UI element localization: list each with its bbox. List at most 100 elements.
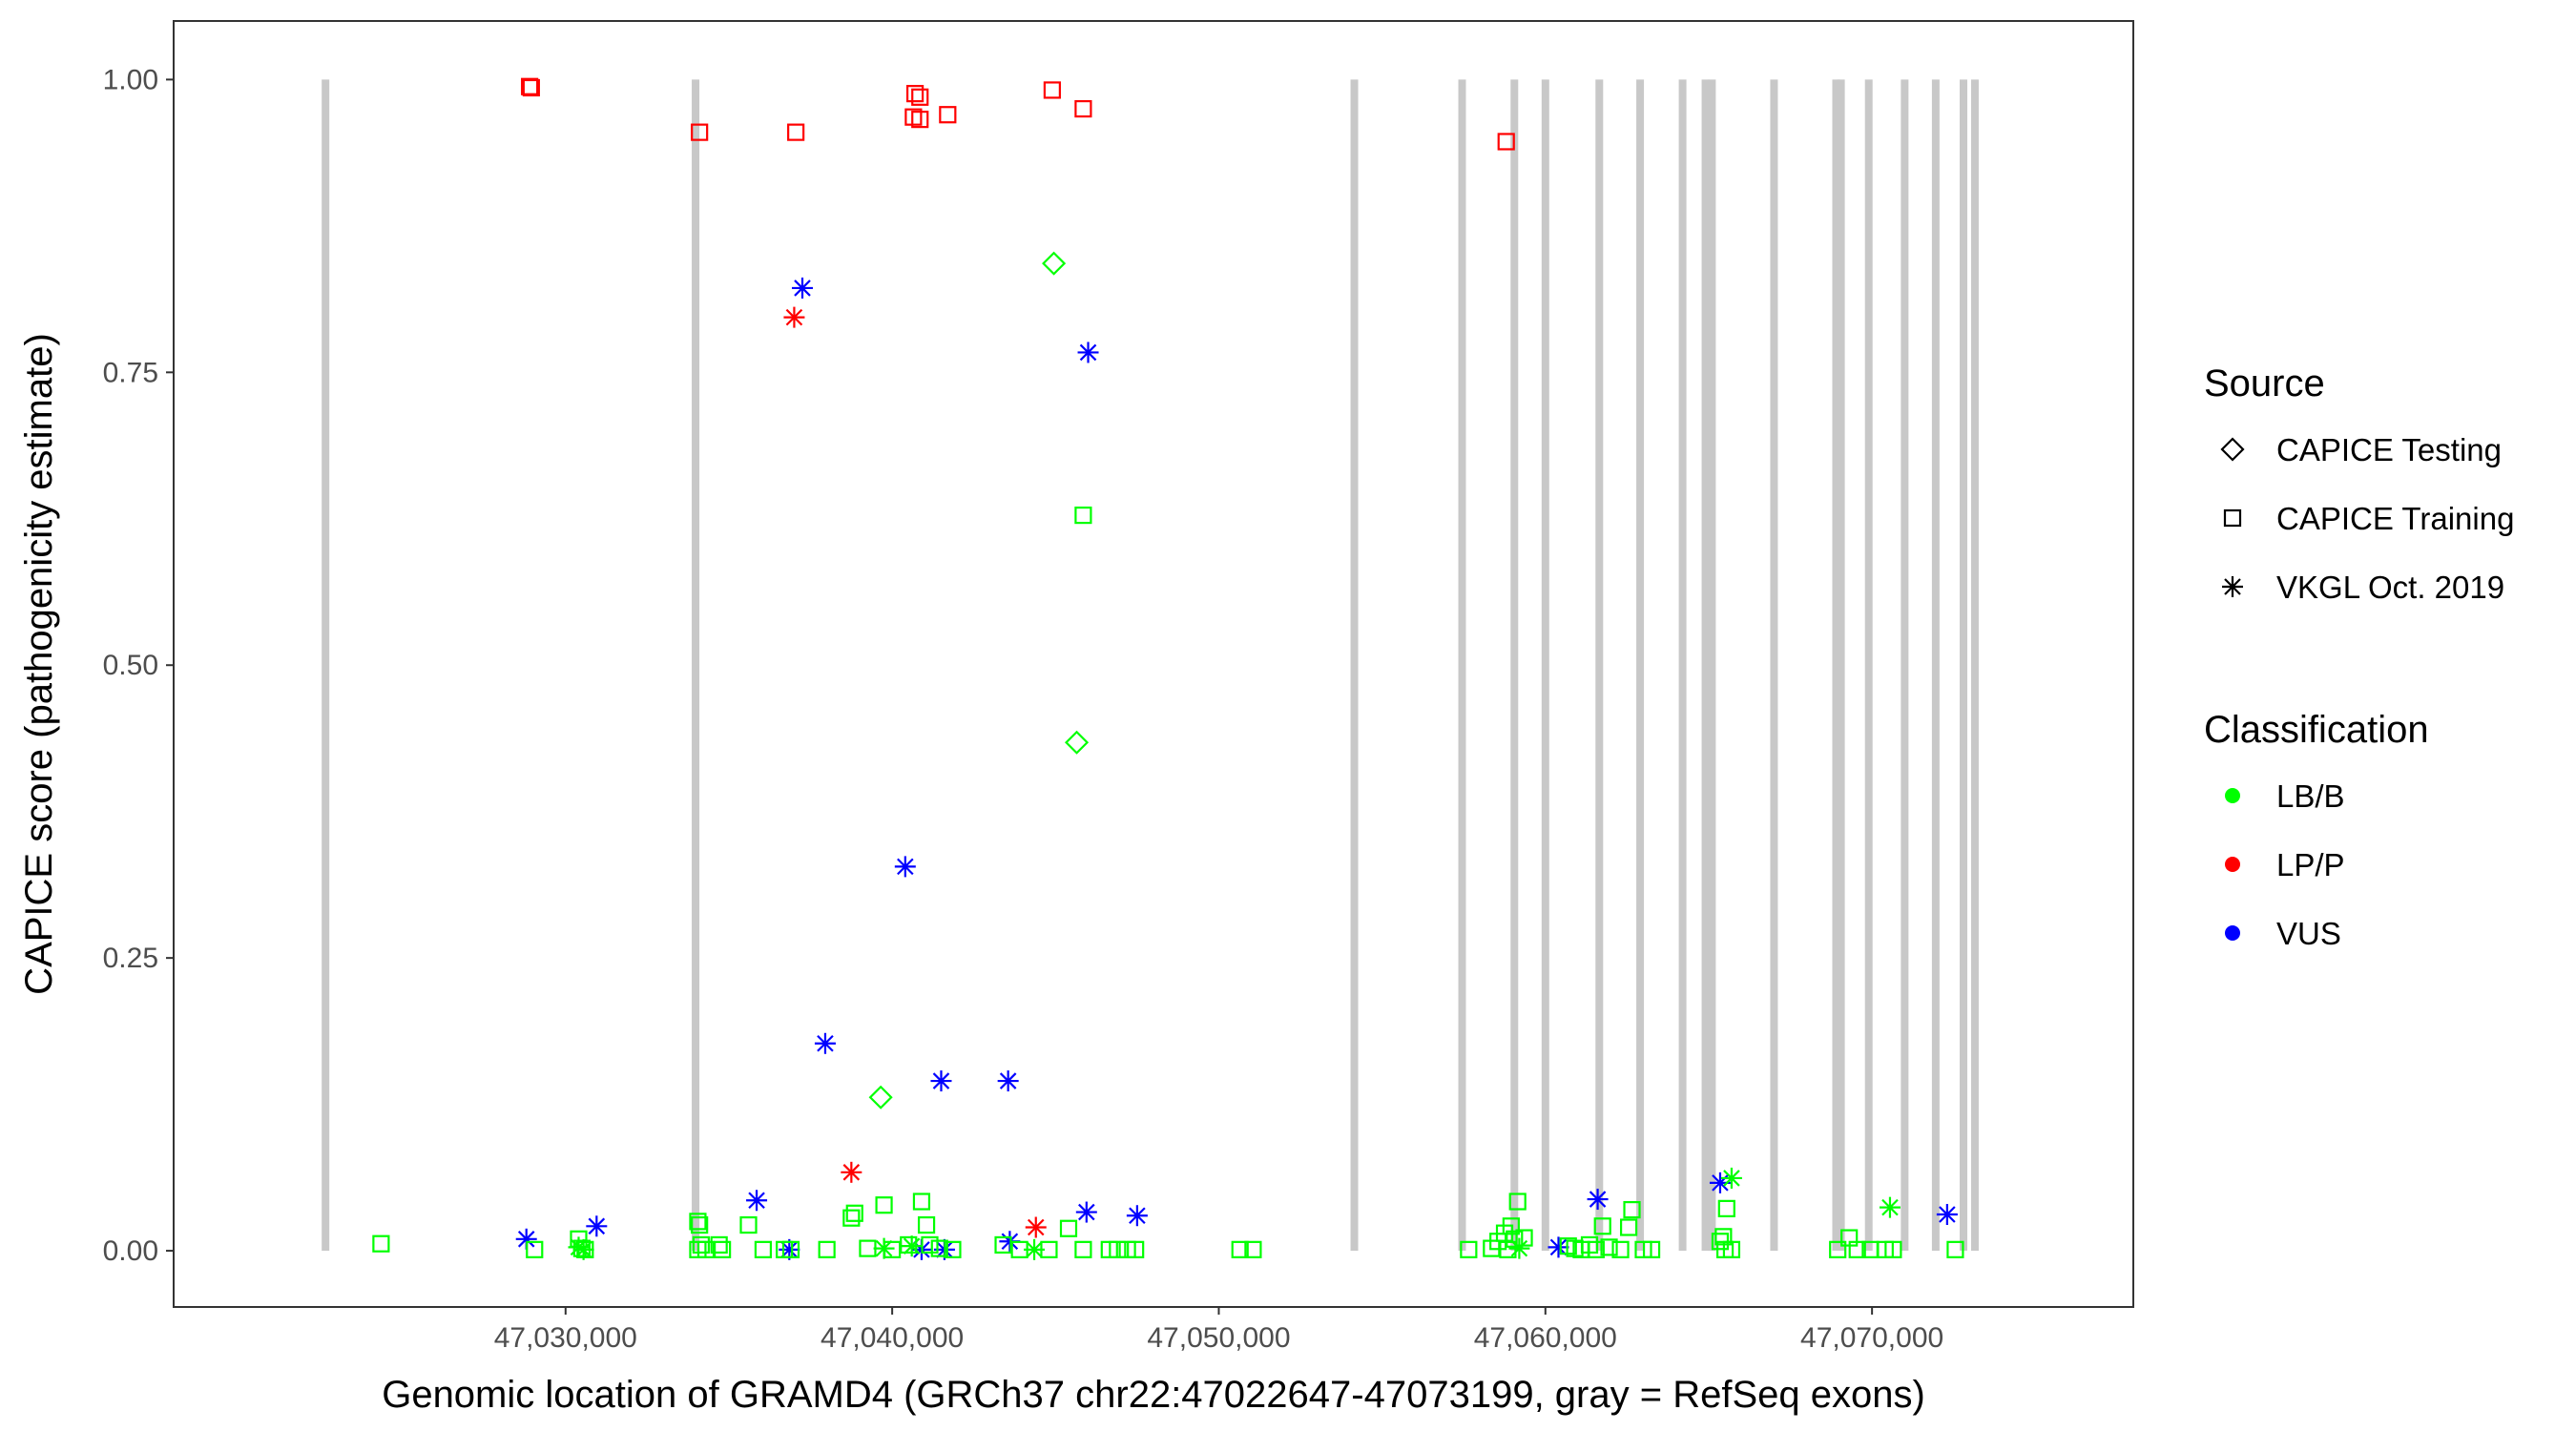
data-point (912, 1192, 931, 1211)
data-point (710, 1235, 728, 1255)
data-point (791, 277, 813, 299)
legend-key-square (2223, 508, 2242, 528)
data-point (883, 1240, 902, 1258)
x-tick-label: 47,040,000 (821, 1322, 964, 1354)
legend-source-items: CAPICE Testing CAPICE Training VKGL Oct. 2… (2220, 432, 2514, 605)
data-point (1010, 1240, 1028, 1258)
data-point (1587, 1189, 1609, 1211)
data-point (1502, 1217, 1520, 1235)
exon-band (1931, 79, 1940, 1252)
data-point (875, 1196, 893, 1214)
data-point (586, 1215, 608, 1237)
data-point (1717, 1199, 1735, 1217)
data-point (1126, 1205, 1148, 1227)
data-point (868, 1085, 893, 1110)
data-point (521, 77, 539, 95)
data-point (787, 123, 805, 141)
legend-classification-title: Classification (2204, 709, 2429, 751)
x-tick-label: 47,060,000 (1474, 1322, 1617, 1354)
exon-band (1678, 79, 1687, 1252)
data-point (814, 1032, 836, 1054)
exon-band (1701, 79, 1710, 1252)
legend-label: VKGL Oct. 2019 (2276, 570, 2504, 605)
data-point (841, 1161, 862, 1183)
y-axis: 0.00 0.25 0.50 0.75 1.00 (103, 64, 174, 1267)
data-point (1508, 1192, 1527, 1211)
data-point (1231, 1240, 1249, 1258)
plot-panel-border (173, 20, 2134, 1308)
data-point (526, 1240, 544, 1258)
exon-band (1350, 79, 1359, 1252)
data-point (911, 88, 929, 106)
data-point (1499, 1240, 1517, 1258)
data-point (1884, 1240, 1902, 1258)
legend-classification-items: LB/B LP/P VUS (2225, 778, 2345, 951)
data-point (1059, 1219, 1078, 1237)
data-point (1109, 1240, 1127, 1258)
data-point (746, 1190, 768, 1212)
x-tick-label: 47,030,000 (494, 1322, 637, 1354)
data-point (691, 1215, 709, 1234)
x-axis: 47,030,000 47,040,000 47,050,000 47,060,000… (494, 1307, 1943, 1354)
exon-band (1837, 79, 1845, 1252)
data-point (1829, 1240, 1847, 1258)
data-point (1580, 1235, 1599, 1255)
data-point (522, 78, 540, 97)
data-point (1506, 1230, 1524, 1248)
data-point (930, 1070, 952, 1092)
exon-band (1901, 79, 1909, 1252)
data-point (1946, 1240, 1964, 1258)
data-point (1127, 1240, 1145, 1258)
data-point (818, 1240, 836, 1258)
exon-band (1708, 79, 1716, 1252)
data-point (900, 1235, 918, 1255)
y-tick-label: 0.50 (103, 650, 158, 681)
data-point (372, 1234, 390, 1253)
data-point (1600, 1238, 1618, 1256)
data-point (1074, 1240, 1092, 1258)
data-point (1587, 1240, 1605, 1258)
data-point (1074, 99, 1092, 118)
exon-bands (322, 79, 1979, 1252)
data-point (1548, 1236, 1569, 1258)
data-point (1244, 1240, 1262, 1258)
data-point (911, 111, 929, 129)
data-point (1064, 730, 1090, 755)
legend-label: VUS (2276, 916, 2341, 951)
data-point (1497, 133, 1515, 151)
exon-band (1636, 79, 1645, 1252)
exon-band (1510, 79, 1519, 1252)
exon-band (1832, 79, 1840, 1252)
data-point (1075, 1201, 1097, 1223)
data-point (894, 856, 916, 878)
data-point (1460, 1240, 1478, 1258)
y-tick-label: 0.00 (103, 1235, 158, 1267)
data-point (997, 1070, 1019, 1092)
data-point (1642, 1240, 1661, 1258)
exon-band (1770, 79, 1778, 1252)
data-point (1720, 1167, 1742, 1189)
data-point (842, 1209, 861, 1227)
exon-band (1970, 79, 1979, 1252)
exon-band (322, 79, 330, 1252)
data-point (921, 1235, 939, 1255)
data-point (917, 1215, 936, 1234)
data-point (1623, 1201, 1641, 1219)
y-tick-label: 0.75 (103, 357, 158, 388)
data-points (372, 77, 1964, 1260)
y-axis-title: CAPICE score (pathogenicity estimate) (18, 333, 60, 995)
data-point (1074, 506, 1092, 525)
data-point (1040, 1240, 1058, 1258)
exon-band (1864, 79, 1873, 1252)
data-point (754, 1240, 773, 1258)
data-point (691, 123, 709, 141)
exon-band (692, 79, 700, 1252)
exon-band (1541, 79, 1549, 1252)
x-tick-label: 47,070,000 (1800, 1322, 1943, 1354)
legend-label: CAPICE Training (2276, 501, 2514, 536)
data-point (1848, 1240, 1866, 1258)
data-point (944, 1240, 962, 1258)
x-tick-label: 47,050,000 (1147, 1322, 1290, 1354)
exon-band (1458, 79, 1466, 1252)
legend-key-dot (2225, 788, 2240, 803)
